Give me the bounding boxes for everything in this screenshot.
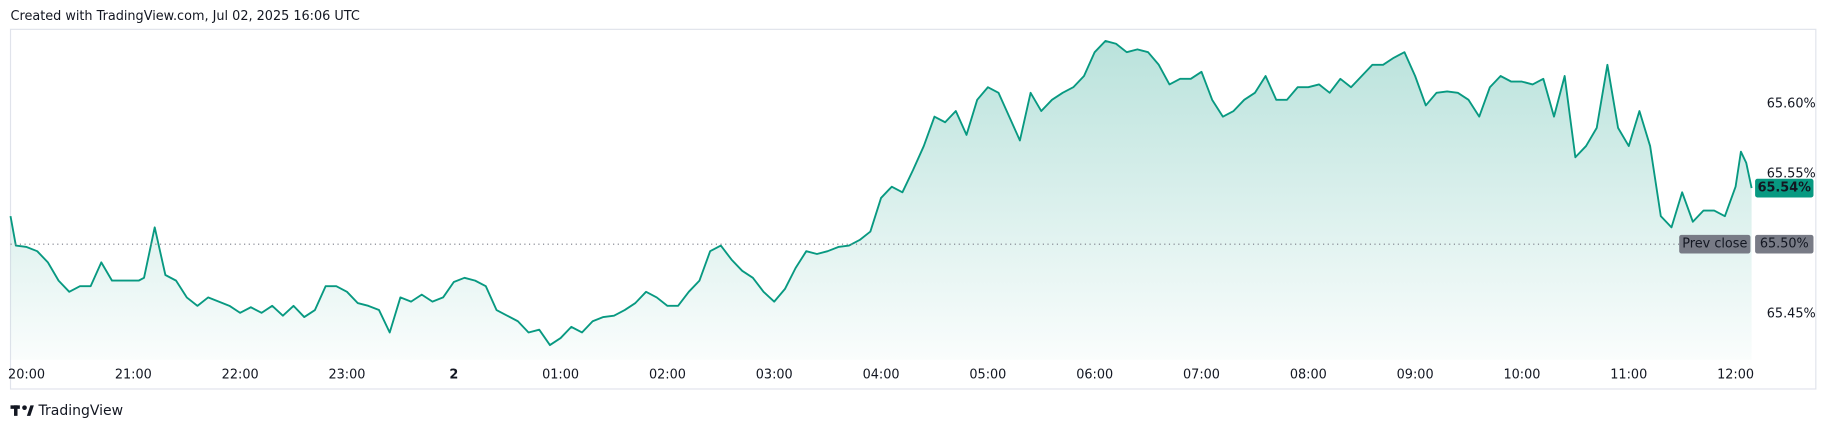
y-tick-label: 65.55% <box>1767 167 1816 182</box>
prev-close-value: 65.50% <box>1760 237 1809 252</box>
y-tick-label: 65.60% <box>1767 97 1816 112</box>
x-tick-label: 03:00 <box>756 367 793 382</box>
y-tick-label: 65.45% <box>1767 307 1816 322</box>
x-tick-label: 08:00 <box>1290 367 1327 382</box>
last-price-label: 65.54% <box>1758 181 1812 196</box>
prev-close-name: Prev close <box>1682 237 1747 252</box>
last-price-badge <box>1755 178 1814 198</box>
price-line <box>9 40 1753 347</box>
x-tick-label: 23:00 <box>328 367 365 382</box>
x-tick-label: 01:00 <box>542 367 579 382</box>
prev-close-value-badge <box>1755 234 1814 254</box>
tradingview-logo <box>10 405 34 416</box>
x-tick-label: 05:00 <box>969 367 1006 382</box>
prev-close-badge <box>1679 234 1751 254</box>
x-tick-label: 07:00 <box>1183 367 1220 382</box>
x-tick-label: 09:00 <box>1397 367 1434 382</box>
x-tick-label: 02:00 <box>649 367 686 382</box>
chart-frame <box>9 28 1817 390</box>
x-tick-label: 04:00 <box>863 367 900 382</box>
x-tick-label: 2 <box>449 367 458 382</box>
x-tick-label: 11:00 <box>1610 367 1647 382</box>
x-tick-label: 10:00 <box>1503 367 1540 382</box>
footer-brand: TradingView <box>38 403 124 419</box>
x-tick-label: 22:00 <box>222 367 259 382</box>
header-text: Created with TradingView.com, Jul 02, 20… <box>11 9 360 24</box>
x-tick-label: 21:00 <box>115 367 152 382</box>
x-tick-label: 12:00 <box>1717 367 1754 382</box>
x-tick-label: 20:00 <box>8 367 45 382</box>
x-tick-label: 06:00 <box>1076 367 1113 382</box>
